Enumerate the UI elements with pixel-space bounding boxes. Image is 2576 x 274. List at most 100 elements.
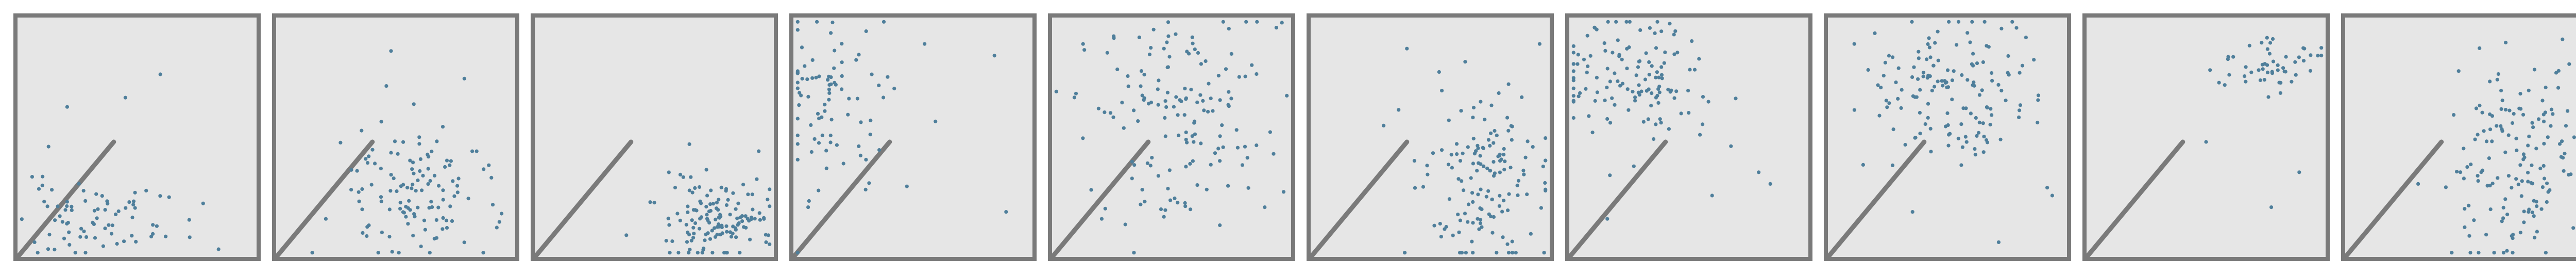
data-point [107, 223, 111, 227]
data-point [1624, 20, 1629, 24]
data-point [720, 223, 724, 228]
data-point [110, 223, 114, 228]
data-point [1496, 154, 1500, 158]
data-point [905, 184, 909, 188]
data-point [736, 201, 740, 205]
data-point [1899, 106, 1903, 110]
data-point [1965, 31, 1970, 35]
data-point [2572, 135, 2576, 139]
data-point [1184, 130, 1188, 135]
data-point [827, 98, 831, 102]
data-point [45, 204, 49, 208]
data-point [1697, 57, 1701, 61]
data-point [131, 199, 136, 203]
data-point [1421, 185, 1426, 189]
data-point [1910, 210, 1914, 214]
data-point [41, 174, 45, 179]
data-point [2463, 225, 2467, 229]
data-point [817, 74, 821, 78]
data-point [2519, 194, 2523, 198]
data-point [2488, 79, 2492, 84]
data-point [32, 240, 37, 244]
data-point [2243, 74, 2247, 78]
data-point [2567, 173, 2571, 177]
data-point [1470, 191, 1475, 195]
data-point [1492, 160, 1496, 164]
data-point [2557, 142, 2562, 146]
data-point [2480, 110, 2484, 115]
data-point [1982, 20, 1987, 24]
data-point [389, 151, 393, 155]
data-point [1201, 99, 1205, 103]
data-point [1237, 75, 1241, 79]
data-point [1662, 61, 1666, 65]
data-point [1936, 29, 1940, 34]
data-point [489, 175, 494, 180]
data-point [2530, 211, 2534, 215]
data-point [1975, 61, 1979, 66]
data-point [96, 207, 100, 211]
data-point [437, 184, 441, 188]
data-point [410, 167, 414, 171]
data-point [1115, 67, 1120, 71]
data-point [495, 225, 499, 230]
data-point [1486, 138, 1490, 142]
data-point [2503, 108, 2508, 112]
data-point [1625, 87, 1630, 91]
data-point [1479, 187, 1483, 191]
data-point [92, 208, 96, 213]
data-point [427, 155, 431, 159]
data-point [365, 234, 369, 238]
data-point [673, 185, 677, 190]
data-point [1198, 93, 1202, 97]
data-point [1150, 156, 1154, 160]
data-point [1972, 80, 1976, 85]
data-point [1912, 65, 1916, 69]
data-point [742, 225, 746, 229]
data-point [2244, 65, 2248, 69]
data-point [734, 235, 738, 239]
data-point [652, 201, 656, 205]
data-point [393, 139, 397, 143]
data-point [58, 214, 62, 218]
data-point [100, 194, 104, 198]
panel-2 [272, 13, 519, 261]
data-point [1690, 39, 1694, 43]
data-point [1655, 20, 1659, 24]
data-point [2290, 79, 2294, 84]
data-point [105, 199, 109, 203]
data-point [1486, 189, 1490, 193]
data-point [809, 150, 814, 154]
data-point [1595, 75, 1599, 79]
data-point [2492, 251, 2496, 255]
data-point [1447, 197, 1451, 201]
data-point [50, 188, 54, 192]
data-point [37, 187, 41, 191]
panel-5 [1048, 13, 1295, 261]
data-point [1498, 159, 1502, 163]
data-point [1961, 106, 1965, 110]
data-point [434, 218, 438, 222]
data-point [700, 251, 704, 255]
data-point [427, 206, 431, 210]
data-point [1255, 143, 1259, 148]
data-point [1479, 218, 1483, 222]
data-point [2490, 139, 2494, 143]
data-point [1466, 202, 1471, 206]
data-point [2455, 170, 2459, 174]
data-point [1950, 78, 1954, 83]
data-point [53, 218, 57, 222]
data-point [795, 251, 800, 255]
data-point [1647, 60, 1651, 64]
data-point [681, 175, 685, 179]
data-point [1497, 91, 1501, 95]
data-point [1183, 87, 1187, 91]
data-point [710, 251, 715, 255]
data-point [2294, 73, 2298, 77]
data-point [1439, 235, 1443, 239]
data-point [133, 190, 137, 195]
data-point [2514, 136, 2518, 140]
data-point [1193, 47, 1197, 52]
data-point [445, 225, 449, 230]
data-point [687, 142, 691, 146]
